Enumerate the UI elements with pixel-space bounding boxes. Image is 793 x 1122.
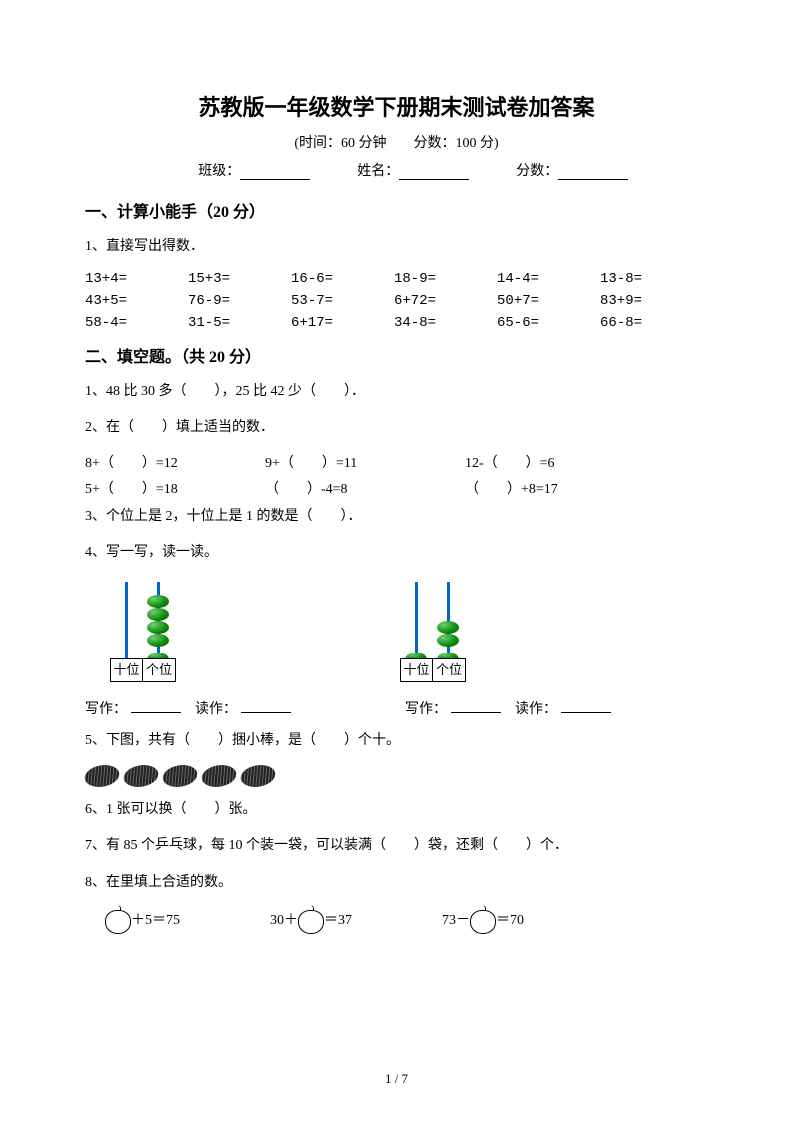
abacus-section: 十位 个位 十位 个位	[105, 582, 708, 682]
section2-q2: 2、在（ ）填上适当的数．	[85, 415, 708, 442]
calc-item: 15+3=	[188, 271, 291, 287]
read-label: 读作：	[195, 698, 237, 718]
info-row: 班级： 姓名： 分数：	[85, 160, 708, 180]
calc-item: 13-8=	[600, 271, 703, 287]
stick-bundle-icon	[238, 765, 278, 787]
abacus-1: 十位 个位	[105, 582, 215, 682]
calc-item: 6+72=	[394, 293, 497, 309]
class-blank[interactable]	[240, 164, 310, 180]
calc-item: 66-8=	[600, 315, 703, 331]
section2-q1: 1、48 比 30 多（ ），25 比 42 少（ ）．	[85, 379, 708, 406]
tens-label: 十位	[401, 659, 433, 681]
eq-text: ＋5＝75	[131, 909, 180, 929]
section1-header: 一、计算小能手（20 分）	[85, 198, 708, 222]
time-label: (时间：60 分钟	[294, 136, 386, 151]
tens-label: 十位	[111, 659, 143, 681]
stick-bundle-icon	[199, 765, 239, 787]
apple-icon	[298, 906, 324, 932]
scorefield-label: 分数：	[516, 164, 558, 179]
fill-row-1: 8+（ ）=12 9+（ ）=11 12-（ ）=6	[85, 452, 708, 472]
apple-eq-3: 73－ ＝70	[442, 906, 524, 932]
fill-row-2: 5+（ ）=18 （ ）-4=8 （ ）+8=17	[85, 478, 708, 498]
section2-q3: 3、个位上是 2，十位上是 1 的数是（ ）．	[85, 504, 708, 531]
eq-text: 73－	[442, 909, 470, 929]
read-label: 读作：	[515, 698, 557, 718]
eq-text: 30＋	[270, 909, 298, 929]
ones-label: 个位	[143, 659, 175, 681]
calc-item: 34-8=	[394, 315, 497, 331]
calc-item: 50+7=	[497, 293, 600, 309]
calc-item: 16-6=	[291, 271, 394, 287]
stick-bundle-icon	[82, 765, 122, 787]
calc-item: 53-7=	[291, 293, 394, 309]
eq-text: ＝37	[324, 909, 352, 929]
calc-item: 43+5=	[85, 293, 188, 309]
section2-q5: 5、下图，共有（ ）捆小棒，是（ ）个十。	[85, 728, 708, 755]
fill-item: （ ）-4=8	[265, 478, 465, 498]
stick-bundle-icon	[160, 765, 200, 787]
section2-q8: 8、在里填上合适的数。	[85, 870, 708, 897]
read-blank[interactable]	[561, 697, 611, 713]
calc-item: 13+4=	[85, 271, 188, 287]
calc-item: 14-4=	[497, 271, 600, 287]
subtitle: (时间：60 分钟 分数：100 分)	[85, 132, 708, 152]
section2-q6: 6、1 张可以换（ ）张。	[85, 797, 708, 824]
score-label: 分数：100 分)	[414, 136, 499, 151]
section2-q4: 4、写一写，读一读。	[85, 540, 708, 567]
calc-item: 31-5=	[188, 315, 291, 331]
apple-eq-2: 30＋ ＝37	[270, 906, 352, 932]
calc-item: 6+17=	[291, 315, 394, 331]
apple-row: ＋5＝75 30＋ ＝37 73－ ＝70	[105, 906, 708, 932]
write-label: 写作：	[405, 698, 447, 718]
fill-item: （ ）+8=17	[465, 478, 645, 498]
calc-item: 18-9=	[394, 271, 497, 287]
stick-bundle-icon	[121, 765, 161, 787]
calc-item: 58-4=	[85, 315, 188, 331]
class-label: 班级：	[198, 164, 240, 179]
ones-label: 个位	[433, 659, 465, 681]
section2-q7: 7、有 85 个乒乓球，每 10 个装一袋，可以装满（ ）袋，还剩（ ）个．	[85, 833, 708, 860]
write-read-row: 写作： 读作： 写作： 读作：	[85, 697, 708, 718]
section1-q1: 1、直接写出得数．	[85, 234, 708, 261]
eq-text: ＝70	[496, 909, 524, 929]
page-title: 苏教版一年级数学下册期末测试卷加答案	[85, 90, 708, 122]
read-blank[interactable]	[241, 697, 291, 713]
fill-item: 12-（ ）=6	[465, 452, 645, 472]
apple-eq-1: ＋5＝75	[105, 906, 180, 932]
calc-row-2: 43+5= 76-9= 53-7= 6+72= 50+7= 83+9=	[85, 293, 708, 309]
calc-item: 83+9=	[600, 293, 703, 309]
calc-row-3: 58-4= 31-5= 6+17= 34-8= 65-6= 66-8=	[85, 315, 708, 331]
abacus-2: 十位 个位	[395, 582, 505, 682]
score-blank[interactable]	[558, 164, 628, 180]
fill-item: 5+（ ）=18	[85, 478, 265, 498]
sticks-row	[85, 765, 708, 787]
fill-item: 8+（ ）=12	[85, 452, 265, 472]
calc-item: 65-6=	[497, 315, 600, 331]
apple-icon	[105, 906, 131, 932]
calc-row-1: 13+4= 15+3= 16-6= 18-9= 14-4= 13-8=	[85, 271, 708, 287]
calc-item: 76-9=	[188, 293, 291, 309]
page-footer: 1 / 7	[0, 1071, 793, 1087]
section2-header: 二、填空题。（共 20 分）	[85, 343, 708, 367]
name-blank[interactable]	[399, 164, 469, 180]
name-label: 姓名：	[357, 164, 399, 179]
write-label: 写作：	[85, 698, 127, 718]
write-blank[interactable]	[131, 697, 181, 713]
apple-icon	[470, 906, 496, 932]
write-blank[interactable]	[451, 697, 501, 713]
fill-item: 9+（ ）=11	[265, 452, 465, 472]
